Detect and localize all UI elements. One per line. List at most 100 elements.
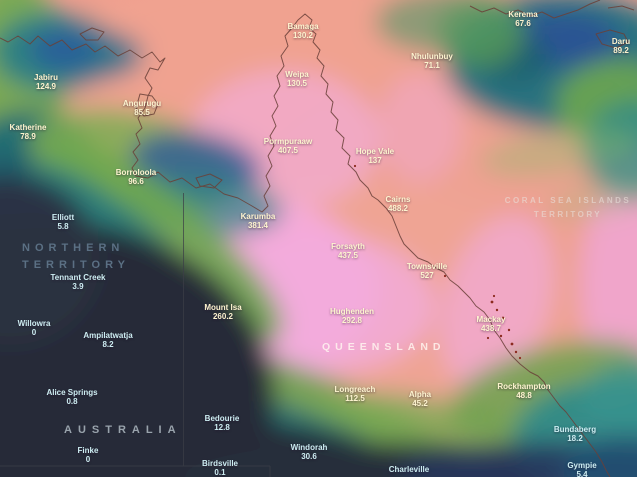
city-name: Angurugu: [122, 99, 162, 108]
city-label-karumba[interactable]: Karumba 381.4: [241, 212, 276, 230]
city-label-gympie[interactable]: Gympie 5.4: [567, 461, 596, 477]
city-name: Rockhampton: [497, 382, 551, 391]
city-rain-value: 78.9: [20, 132, 36, 141]
coastline-png-corner: [607, 5, 635, 11]
city-name: Jabiru: [33, 73, 59, 82]
city-label-bamaga[interactable]: Bamaga 130.2: [287, 22, 318, 40]
city-label-alpha[interactable]: Alpha 45.2: [409, 390, 431, 408]
region-label-coral-sea-islands-territory: CORAL SEA ISLANDS TERRITORY: [504, 196, 632, 219]
city-name: Longreach: [334, 385, 376, 394]
coastline-png-coast: [469, 0, 601, 19]
city-label-tennant-creek[interactable]: Tennant Creek 3.9: [51, 273, 106, 291]
city-name: Borroloola: [115, 168, 157, 177]
city-name: Hughenden: [330, 307, 374, 316]
city-rain-value: 71.1: [424, 61, 440, 70]
city-label-windorah[interactable]: Windorah 30.6: [291, 443, 328, 461]
city-label-jabiru[interactable]: Jabiru 124.9: [34, 73, 58, 91]
city-label-longreach[interactable]: Longreach 112.5: [335, 385, 376, 403]
city-rain-value: 381.4: [247, 221, 269, 230]
city-label-daru[interactable]: Daru 89.2: [612, 37, 630, 55]
city-rain-value: 527: [420, 271, 434, 280]
city-label-katherine[interactable]: Katherine 78.9: [10, 123, 47, 141]
city-label-ampilatwatja[interactable]: Ampilatwatja 8.2: [83, 331, 132, 349]
city-rain-value: 438.7: [480, 324, 502, 333]
city-label-rockhampton[interactable]: Rockhampton 48.8: [497, 382, 550, 400]
city-label-mount-isa[interactable]: Mount Isa 260.2: [204, 303, 241, 321]
city-rain-value: 437.5: [337, 251, 359, 260]
city-rain-value: 130.5: [286, 79, 308, 88]
city-name: Birdsville: [201, 459, 239, 468]
city-name: Ampilatwatja: [83, 331, 133, 340]
city-name: Gympie: [567, 461, 597, 470]
city-rain-value: 5.8: [57, 222, 69, 231]
city-label-pormpuraaw[interactable]: Pormpuraaw 407.5: [264, 137, 312, 155]
city-name: Pormpuraaw: [263, 137, 313, 146]
city-name: Tennant Creek: [50, 273, 106, 282]
city-name: Cairns: [385, 195, 411, 204]
city-label-nhulunbuy[interactable]: Nhulunbuy 71.1: [411, 52, 453, 70]
city-rain-value: 30.6: [301, 452, 317, 461]
city-rain-value: 0.8: [66, 397, 78, 406]
city-name: Katherine: [9, 123, 47, 132]
city-rain-value: 292.8: [341, 316, 363, 325]
city-label-elliott[interactable]: Elliott 5.8: [52, 213, 74, 231]
city-name: Alice Springs: [46, 388, 98, 397]
city-label-mackay[interactable]: Mackay 438.7: [477, 315, 506, 333]
city-name: Kerema: [508, 10, 538, 19]
city-label-borroloola[interactable]: Borroloola 96.6: [116, 168, 156, 186]
city-label-charleville[interactable]: Charleville: [389, 465, 429, 474]
city-name: Willowra: [17, 319, 51, 328]
city-rain-value: 5.4: [576, 470, 588, 477]
city-name: Elliott: [51, 213, 75, 222]
city-name: Finke: [77, 446, 99, 455]
city-rain-value: 260.2: [212, 312, 234, 321]
state-borders: [0, 193, 271, 477]
city-name: Daru: [611, 37, 631, 46]
city-rain-value: 12.8: [214, 423, 230, 432]
coastline-tiwi-islands: [79, 27, 105, 41]
city-label-birdsville[interactable]: Birdsville 0.1: [202, 459, 238, 477]
city-label-hope-vale[interactable]: Hope Vale 137: [356, 147, 394, 165]
city-label-weipa[interactable]: Weipa 130.5: [285, 70, 308, 88]
city-label-bundaberg[interactable]: Bundaberg 18.2: [554, 425, 596, 443]
city-name: Windorah: [290, 443, 328, 452]
city-name: Mount Isa: [204, 303, 242, 312]
city-rain-value: 48.8: [516, 391, 532, 400]
city-rain-value: 45.2: [412, 399, 428, 408]
city-label-kerema[interactable]: Kerema 67.6: [508, 10, 537, 28]
city-name: Charleville: [388, 465, 430, 474]
coastline-png-island: [595, 29, 629, 49]
city-label-townsville[interactable]: Townsville 527: [407, 262, 447, 280]
coastal-dots: [353, 164, 522, 360]
city-label-alice-springs[interactable]: Alice Springs 0.8: [46, 388, 97, 406]
city-label-angurugu[interactable]: Angurugu 85.5: [123, 99, 161, 117]
city-rain-value: 18.2: [567, 434, 583, 443]
city-rain-value: 89.2: [613, 46, 629, 55]
city-rain-value: 85.5: [134, 108, 150, 117]
city-name: Weipa: [285, 70, 309, 79]
coastline-groote-eylandt: [135, 93, 159, 117]
city-name: Hope Vale: [355, 147, 395, 156]
region-label-australia: AUSTRALIA: [64, 424, 182, 436]
city-rain-value: 96.6: [128, 177, 144, 186]
city-name: Bundaberg: [553, 425, 597, 434]
city-rain-value: 137: [368, 156, 382, 165]
city-name: Bamaga: [287, 22, 319, 31]
city-label-bedourie[interactable]: Bedourie 12.8: [205, 414, 240, 432]
city-label-forsayth[interactable]: Forsayth 437.5: [331, 242, 365, 260]
city-rain-value: 407.5: [277, 146, 299, 155]
city-rain-value: 124.9: [35, 82, 57, 91]
city-rain-value: 0: [31, 328, 37, 337]
city-label-finke[interactable]: Finke 0: [78, 446, 99, 464]
region-label-northern-territory: NORTHERN TERRITORY: [22, 242, 130, 271]
city-name: Nhulunbuy: [411, 52, 453, 61]
city-label-willowra[interactable]: Willowra 0: [18, 319, 51, 337]
city-label-cairns[interactable]: Cairns 488.2: [386, 195, 411, 213]
coastline-nt-gulf-capeyork-eastcoast: [0, 13, 611, 477]
city-name: Karumba: [240, 212, 276, 221]
city-label-hughenden[interactable]: Hughenden 292.8: [330, 307, 374, 325]
